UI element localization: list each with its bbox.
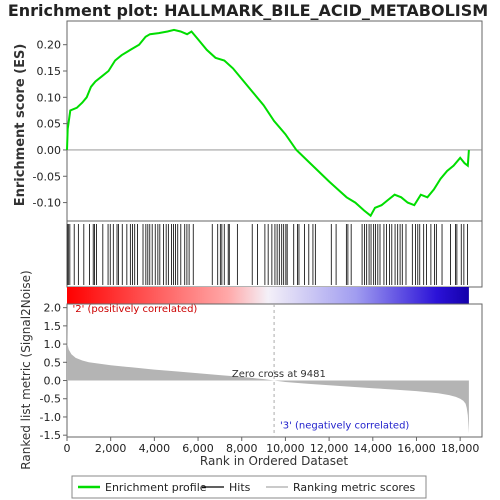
- legend-label: Ranking metric scores: [293, 481, 415, 494]
- x-tick-label: 10,000: [266, 442, 305, 455]
- legend-label: Hits: [229, 481, 251, 494]
- enrichment-profile-line: [66, 28, 470, 218]
- es-y-tick-label: 0.15: [37, 65, 62, 78]
- metric-annotation: '3' (negatively correlated): [280, 421, 409, 432]
- x-tick-label: 6,000: [182, 442, 214, 455]
- ranking-metric-area: [67, 320, 469, 434]
- metric-y-tick-label: -1.0: [40, 411, 61, 424]
- metric-y-tick-label: 0.5: [44, 356, 62, 369]
- metric-y-tick-label: 1.0: [44, 338, 62, 351]
- x-tick-label: 18,000: [441, 442, 480, 455]
- es-y-axis: 0.20 0.15 0.10 0.05 0.00 -0.05 -0.10: [33, 39, 67, 210]
- metric-y-tick-label: 0.0: [44, 375, 62, 388]
- legend: Enrichment profile Hits Ranking metric sco…: [71, 475, 427, 499]
- x-axis: 0 2,000 4,000 6,000 8,000 10,000 12,000 14,000 1…: [64, 437, 480, 455]
- es-y-tick-label: 0.05: [37, 118, 62, 131]
- legend-label: Enrichment profile: [105, 481, 207, 494]
- es-panel: 0.20 0.15 0.10 0.05 0.00 -0.05 -0.10 Enrichmen…: [13, 20, 483, 222]
- x-tick-label: 14,000: [354, 442, 393, 455]
- metric-annotation: '2' (positively correlated): [72, 304, 197, 315]
- metric-y-axis: 2.0 1.5 1.0 0.5 0.0 -0.5 -1.0 -1.5: [40, 302, 67, 442]
- es-y-label: Enrichment score (ES): [13, 44, 28, 207]
- metric-y-tick-label: -1.5: [40, 429, 61, 442]
- ranking-color-bar: [67, 287, 469, 304]
- x-tick-label: 4,000: [139, 442, 171, 455]
- metric-y-label: Ranked list metric (Signal2Noise): [19, 270, 33, 469]
- hits-panel: [66, 220, 483, 288]
- chart-title: Enrichment plot: HALLMARK_BILE_ACID_META…: [8, 1, 488, 20]
- es-y-tick-label: 0.20: [37, 39, 62, 52]
- metric-annotation: Zero cross at 9481: [232, 369, 326, 380]
- x-tick-label: 16,000: [397, 442, 436, 455]
- metric-panel: 2.0 1.5 1.0 0.5 0.0 -0.5 -1.0 -1.5 '2' (positiv…: [19, 270, 483, 470]
- es-y-tick-label: -0.05: [33, 170, 61, 183]
- legend-frame: [71, 475, 427, 499]
- x-tick-label: 12,000: [310, 442, 349, 455]
- metric-y-tick-label: 1.5: [44, 320, 62, 333]
- es-y-tick-label: 0.10: [37, 91, 62, 104]
- metric-y-tick-label: 2.0: [44, 302, 62, 315]
- es-y-tick-label: 0.00: [37, 144, 62, 157]
- es-y-tick-label: -0.10: [33, 197, 61, 210]
- x-tick-label: 8,000: [226, 442, 258, 455]
- x-tick-label: 0: [64, 442, 71, 455]
- metric-y-tick-label: -0.5: [40, 393, 61, 406]
- hit-marks: [66, 224, 468, 285]
- x-axis-label: Rank in Ordered Dataset: [200, 454, 348, 468]
- x-tick-label: 2,000: [95, 442, 127, 455]
- metric-annotations: '2' (positively correlated) Zero cross at…: [72, 304, 409, 432]
